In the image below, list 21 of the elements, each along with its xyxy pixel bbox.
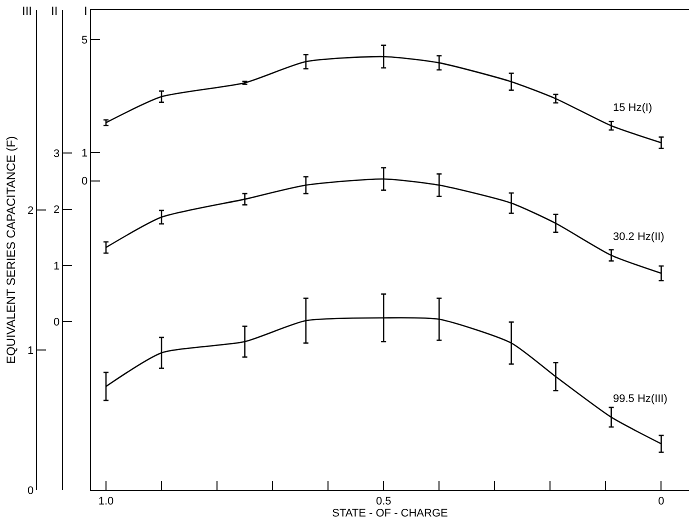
x-axis-title: STATE - OF - CHARGE xyxy=(332,508,448,520)
y2-tick-label: 3 xyxy=(54,148,60,160)
text: II xyxy=(51,4,58,18)
series-label: 30.2 Hz(II) xyxy=(613,231,664,243)
x-tick-label: 0 xyxy=(658,495,664,508)
y3-tick-label: 0 xyxy=(82,176,88,188)
y-tick-label: 1 xyxy=(28,344,34,357)
y3-tick-label: 1 xyxy=(82,147,88,160)
y-tick-label: 2 xyxy=(28,204,34,217)
x-tick-label: 0.5 xyxy=(376,495,392,508)
y3-tick-label: 5 xyxy=(82,34,88,46)
y2-tick-label: 2 xyxy=(54,204,60,216)
y2-tick-label: 1 xyxy=(54,260,60,272)
series-label: 99.5 Hz(III) xyxy=(613,393,668,405)
y-tick-label: 0 xyxy=(28,484,34,497)
text: III xyxy=(22,4,32,18)
y2-tick-label: 0 xyxy=(54,316,60,328)
x-tick-label: 1.0 xyxy=(98,495,114,508)
text: I xyxy=(84,4,88,18)
series-label: 15 Hz(I) xyxy=(613,102,652,114)
y-axis-title: EQUIVALENT SERIES CAPACITANCE (F) xyxy=(4,136,18,364)
